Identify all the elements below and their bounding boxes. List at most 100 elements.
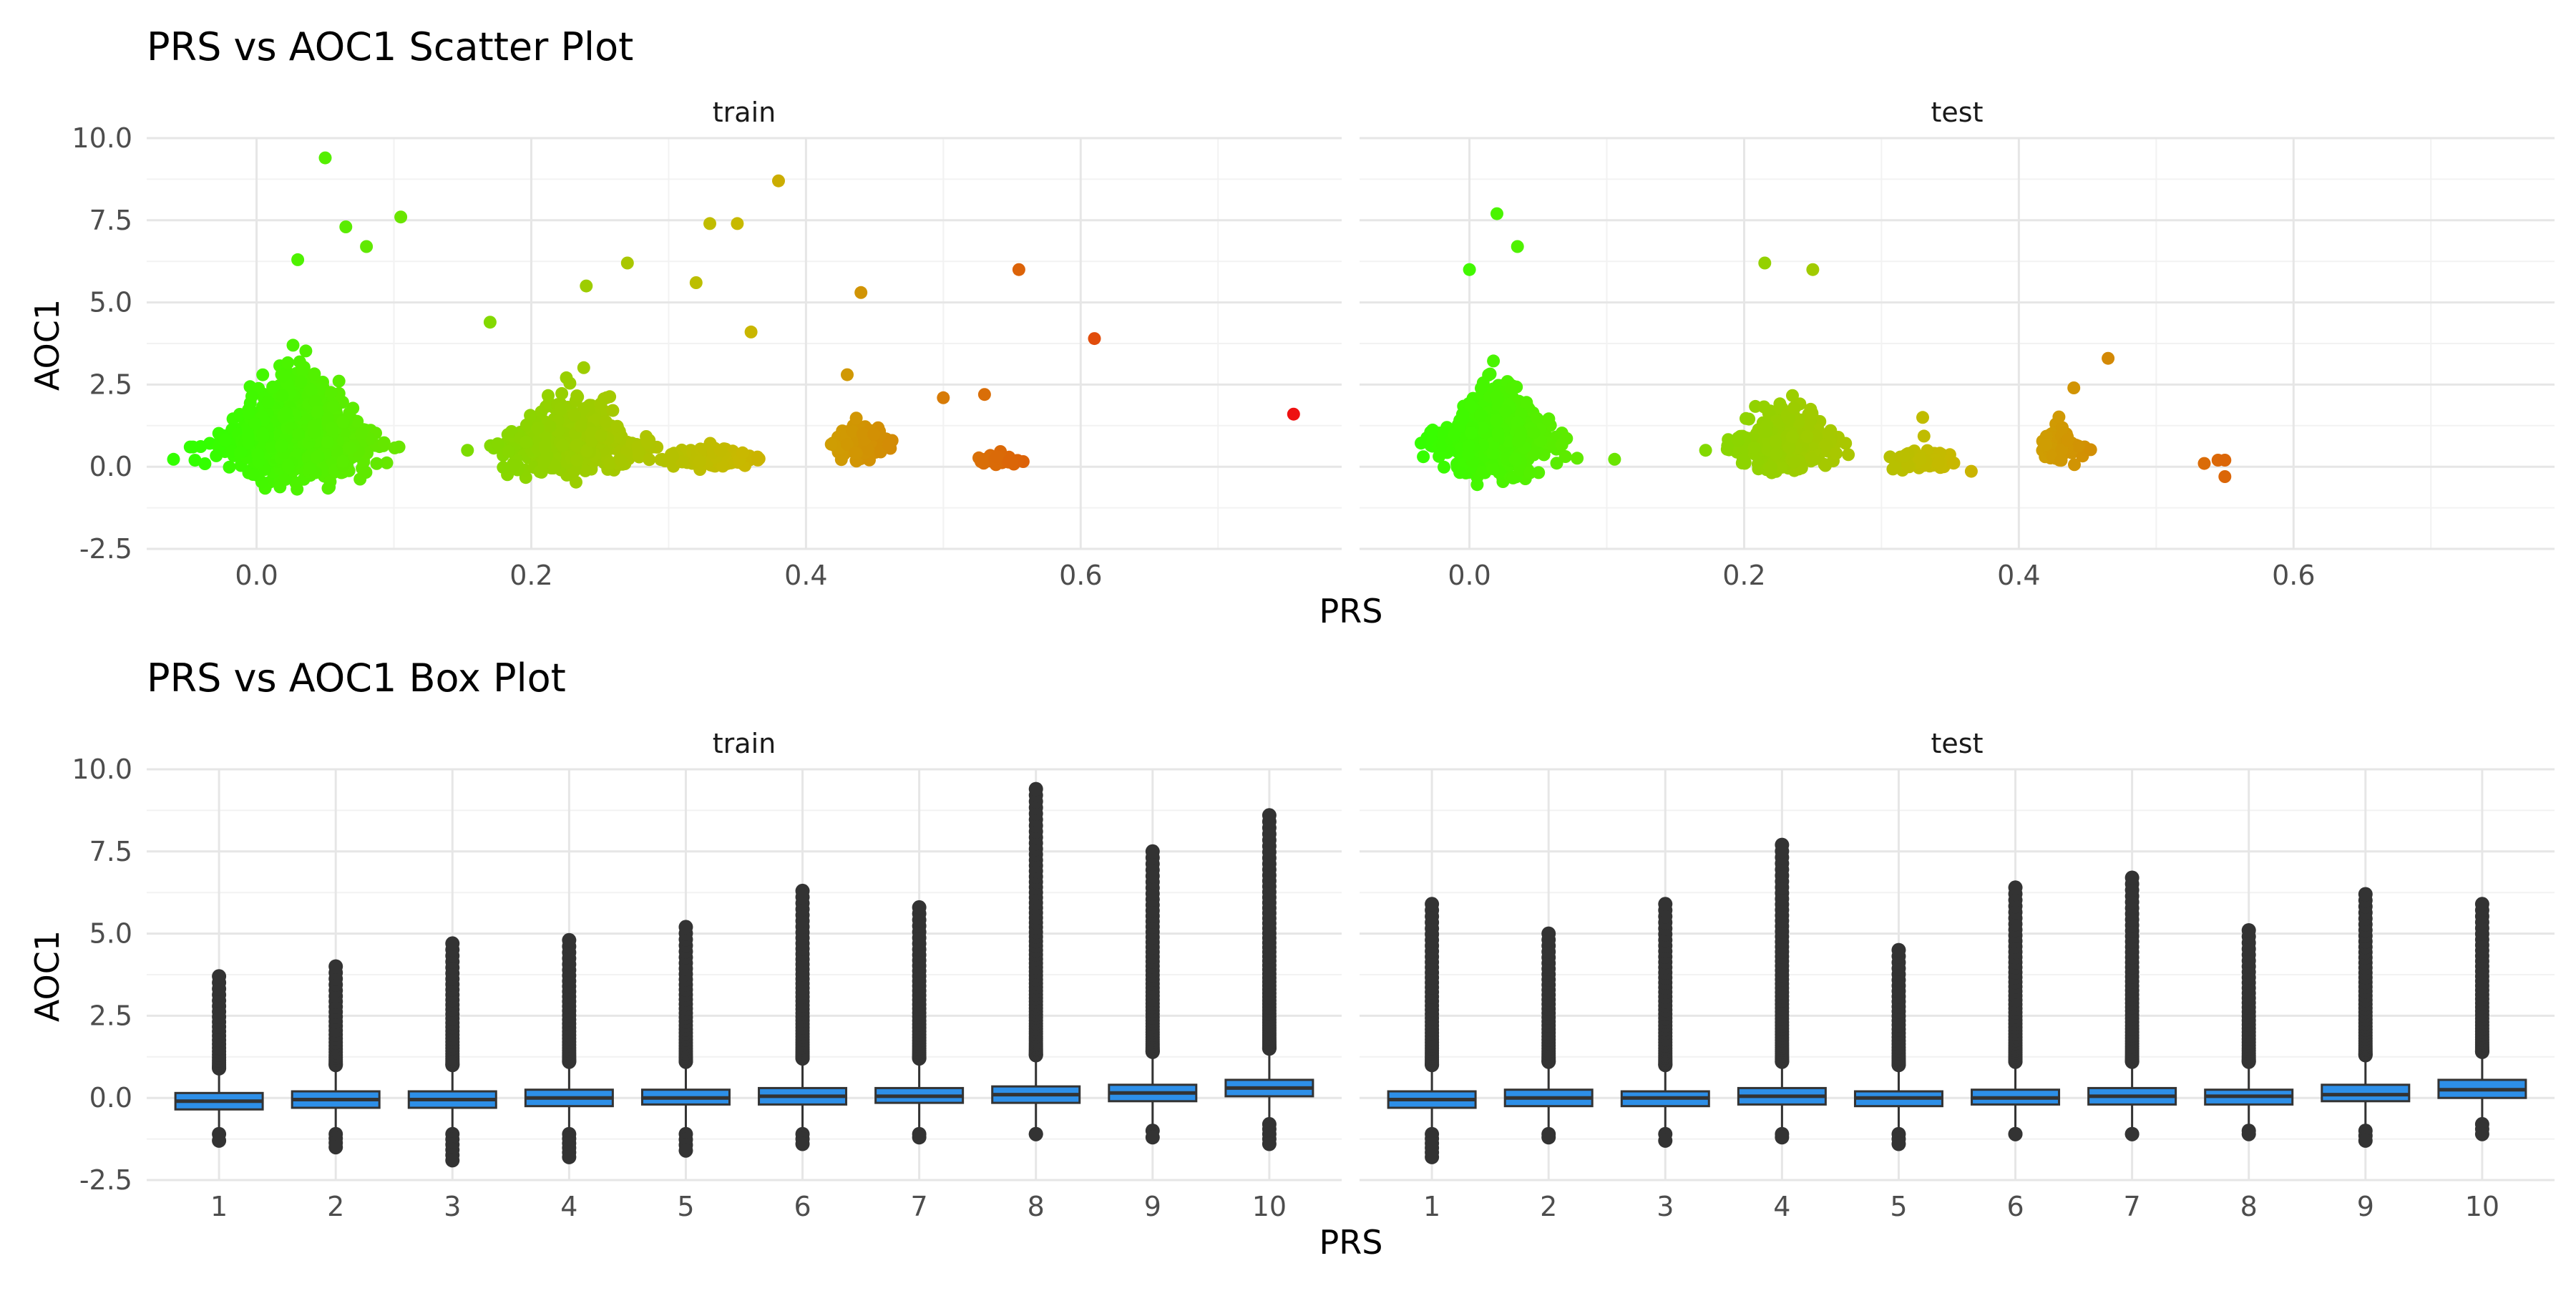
- scatter-point: [856, 427, 869, 441]
- box-outlier: [328, 1140, 343, 1155]
- scatter-point: [1499, 404, 1512, 418]
- scatter-point: [1842, 448, 1855, 462]
- scatter-point: [1787, 455, 1801, 469]
- box-x-tick-label: 4: [560, 1191, 577, 1222]
- scatter-point: [977, 388, 991, 401]
- scatter-point: [882, 438, 895, 451]
- scatter-point: [560, 371, 573, 384]
- box-x-tick-label: 9: [2357, 1191, 2374, 1222]
- box-chart-title: PRS vs AOC1 Box Plot: [147, 656, 566, 701]
- scatter-point: [567, 409, 581, 422]
- scatter-point: [297, 361, 311, 374]
- scatter-point: [497, 461, 510, 474]
- scatter-point: [1465, 426, 1478, 439]
- scatter-point: [675, 455, 689, 469]
- scatter-point: [606, 404, 620, 417]
- scatter-point: [1917, 429, 1931, 443]
- scatter-point: [1486, 447, 1500, 460]
- scatter-point: [1800, 429, 1814, 443]
- scatter-y-axis-title: AOC1: [28, 299, 67, 391]
- scatter-point: [336, 415, 350, 429]
- scatter-point: [504, 425, 518, 438]
- box-outlier: [1425, 1149, 1440, 1164]
- scatter-point: [308, 426, 321, 439]
- scatter-chart-title: PRS vs AOC1 Scatter Plot: [147, 24, 633, 69]
- scatter-point: [321, 411, 335, 425]
- scatter-y-tick-label: 2.5: [89, 369, 132, 400]
- scatter-point: [256, 430, 270, 444]
- box-outlier: [2474, 1126, 2489, 1141]
- scatter-point: [570, 475, 582, 489]
- scatter-point: [574, 419, 587, 433]
- scatter-point: [620, 256, 634, 270]
- scatter-point: [849, 411, 863, 425]
- scatter-point: [834, 453, 848, 467]
- scatter-point: [1792, 415, 1805, 429]
- scatter-point: [1819, 437, 1833, 451]
- scatter-point: [321, 482, 335, 495]
- scatter-x-tick-label: 0.6: [1059, 560, 1102, 591]
- scatter-point: [1804, 451, 1818, 464]
- box-outlier: [212, 1133, 227, 1148]
- scatter-point: [332, 374, 346, 388]
- scatter-point: [744, 325, 758, 338]
- scatter-point: [1770, 447, 1783, 460]
- scatter-y-tick-label: 0.0: [89, 451, 132, 482]
- box-outlier: [2358, 1133, 2373, 1148]
- box-x-tick-label: 5: [677, 1191, 694, 1222]
- scatter-point: [1735, 457, 1749, 469]
- scatter-point: [388, 441, 401, 454]
- scatter-point: [570, 389, 584, 403]
- box-x-tick-label: 8: [1028, 1191, 1045, 1222]
- scatter-point: [1608, 452, 1621, 466]
- box-x-tick-label: 1: [210, 1191, 228, 1222]
- scatter-point: [1805, 406, 1819, 420]
- scatter-y-tick-label: -2.5: [79, 533, 132, 565]
- scatter-point: [1527, 448, 1541, 462]
- scatter-point: [577, 361, 590, 374]
- box-outlier: [795, 883, 810, 898]
- scatter-point: [736, 446, 749, 459]
- scatter-point: [2218, 470, 2232, 483]
- scatter-y-tick-label: 7.5: [89, 205, 132, 236]
- scatter-point: [2055, 443, 2069, 457]
- scatter-point: [1003, 454, 1017, 468]
- box-y-tick-label: -2.5: [79, 1164, 132, 1196]
- scatter-point: [1475, 465, 1489, 479]
- scatter-point: [326, 400, 340, 414]
- scatter-point: [370, 457, 384, 470]
- box-outlier: [2241, 1124, 2256, 1139]
- scatter-point: [2067, 381, 2081, 394]
- scatter-point: [308, 367, 321, 381]
- scatter-point: [299, 344, 313, 358]
- scatter-point: [219, 434, 232, 447]
- scatter-point: [1819, 459, 1832, 472]
- scatter-point: [603, 457, 617, 470]
- scatter-panel-test: 0.0 0.2 0.4 0.6: [1360, 137, 2555, 591]
- scatter-point: [275, 439, 288, 453]
- scatter-point: [689, 276, 703, 289]
- scatter-point: [1555, 438, 1568, 452]
- scatter-facet-label-test: test: [1931, 97, 1984, 128]
- box-outlier: [445, 1153, 460, 1168]
- scatter-point: [1747, 441, 1761, 454]
- scatter-point: [537, 455, 551, 469]
- box-x-tick-label: 1: [1423, 1191, 1440, 1222]
- scatter-x-tick-label: 0.4: [1997, 560, 2040, 591]
- scatter-point: [580, 279, 593, 293]
- box-outlier: [1262, 1136, 1277, 1151]
- scatter-point: [354, 427, 368, 440]
- scatter-point: [1782, 412, 1795, 426]
- scatter-point: [2072, 439, 2085, 453]
- box-x-tick-label: 6: [794, 1191, 811, 1222]
- box-outlier: [1145, 1130, 1160, 1145]
- scatter-point: [2218, 454, 2232, 467]
- scatter-point: [2102, 351, 2115, 365]
- scatter-point: [614, 454, 628, 467]
- scatter-point: [292, 427, 306, 441]
- box-outlier: [445, 936, 460, 951]
- scatter-point: [693, 454, 706, 468]
- scatter-point: [1463, 263, 1476, 276]
- box-x-tick-label: 2: [327, 1191, 344, 1222]
